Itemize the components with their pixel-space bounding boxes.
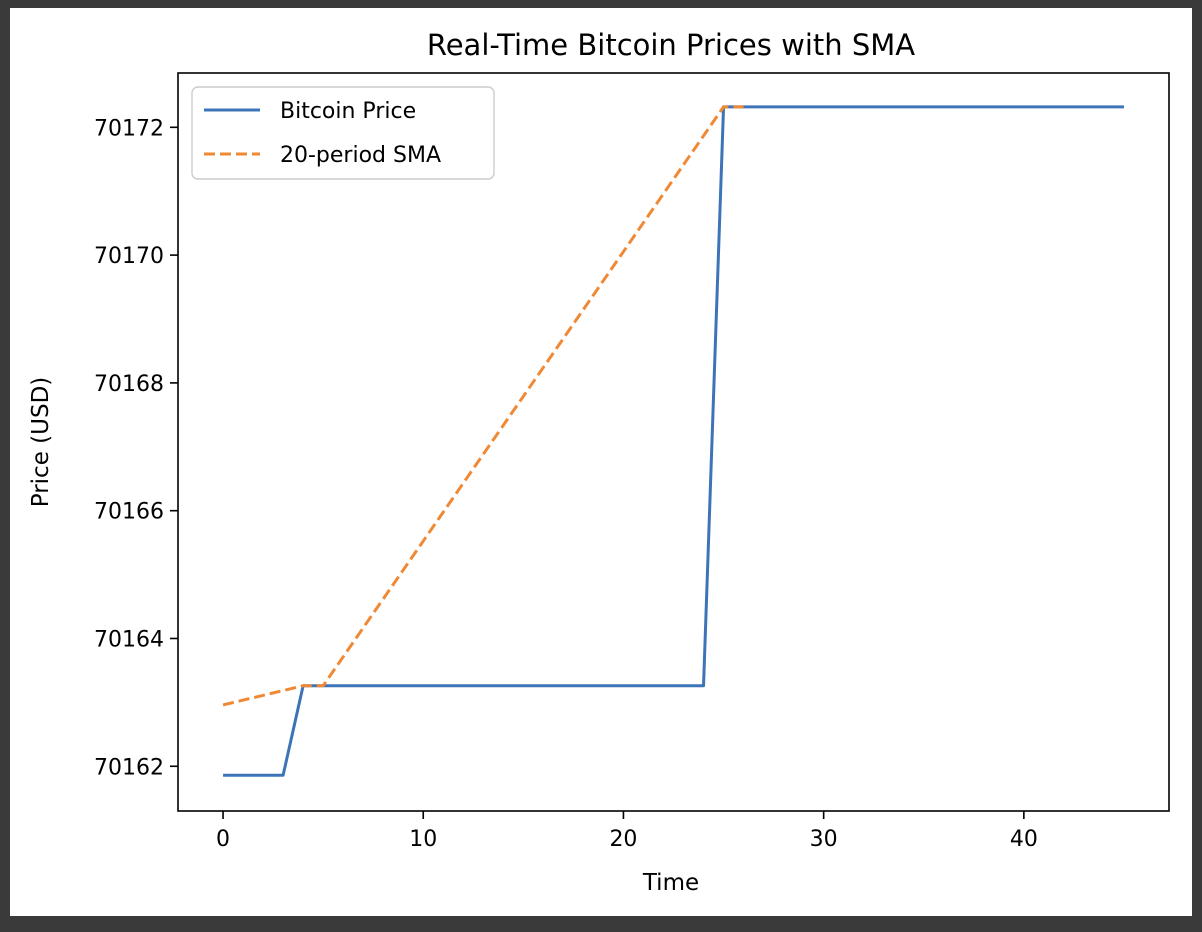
line-chart: Real-Time Bitcoin Prices with SMA 0 10 20 3…	[28, 28, 1170, 896]
y-tick-label: 70166	[94, 500, 164, 525]
y-tick-label: 70168	[94, 372, 164, 397]
y-axis-label: Price (USD)	[28, 377, 54, 508]
x-axis-label: Time	[642, 870, 699, 896]
legend-box	[191, 86, 495, 180]
sma-line	[222, 105, 744, 707]
x-tick-label: 0	[216, 827, 230, 852]
legend: Bitcoin Price 20-period SMA	[191, 86, 495, 180]
x-tick-label: 20	[609, 827, 637, 852]
bitcoin-price-line	[223, 105, 1124, 777]
y-axis: 70162 70164 70166 70168 70170 70172	[94, 116, 178, 780]
legend-label-bitcoin-price: Bitcoin Price	[280, 99, 416, 124]
y-tick-label: 70162	[94, 755, 164, 780]
x-tick-label: 10	[409, 827, 437, 852]
x-tick-label: 30	[810, 827, 838, 852]
x-tick-label: 40	[1010, 827, 1038, 852]
y-tick-label: 70170	[94, 244, 164, 269]
legend-label-sma: 20-period SMA	[280, 143, 441, 168]
plot-area	[177, 72, 1170, 812]
y-tick-label: 70164	[94, 627, 164, 652]
series-layer	[222, 105, 1124, 777]
y-tick-label: 70172	[94, 116, 164, 141]
x-axis: 0 10 20 30 40	[216, 811, 1038, 852]
chart-title: Real-Time Bitcoin Prices with SMA	[427, 28, 915, 62]
figure: Real-Time Bitcoin Prices with SMA 0 10 20 3…	[10, 8, 1192, 916]
